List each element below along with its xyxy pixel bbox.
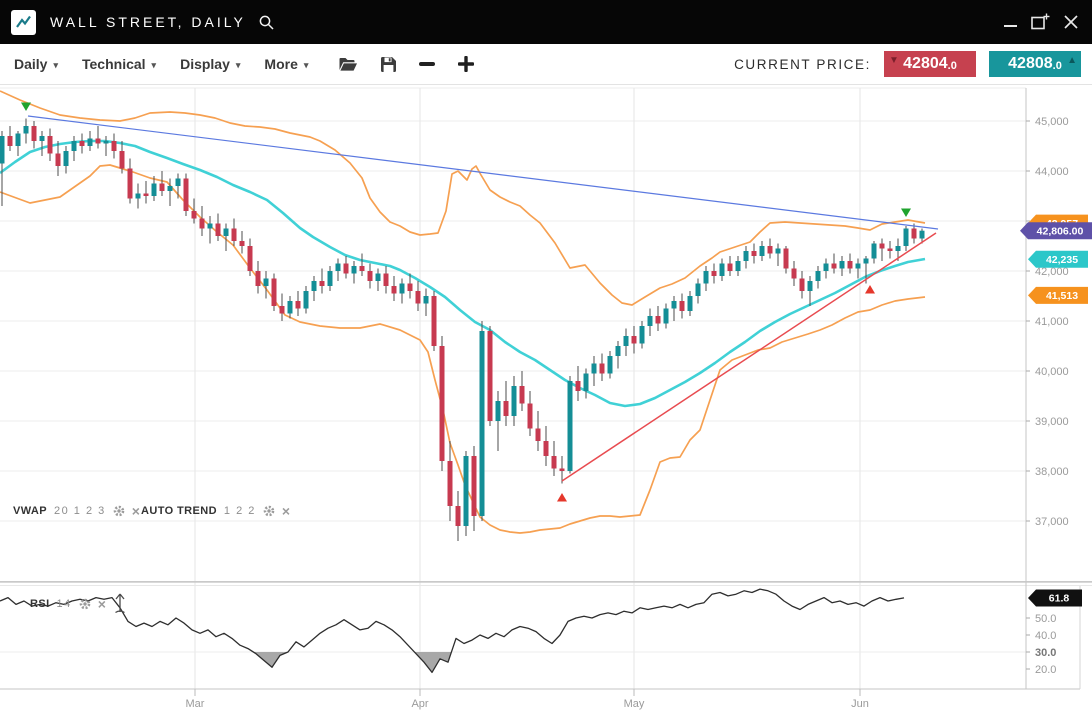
title-bar: WALL STREET, DAILY xyxy=(0,0,1092,44)
zoom-out-icon[interactable] xyxy=(419,62,436,66)
svg-text:Mar: Mar xyxy=(186,698,205,710)
resistance-trendline[interactable] xyxy=(27,115,939,230)
indicator-rsi: RSI 14 × xyxy=(30,596,106,612)
svg-text:Jun: Jun xyxy=(851,698,869,710)
chevron-down-icon: ▾ xyxy=(235,59,241,70)
time-axis[interactable]: Mar Apr May Jun xyxy=(0,586,1081,710)
menu-timeframe[interactable]: Daily ▾ xyxy=(14,56,58,72)
chart-gridlines xyxy=(0,87,1026,689)
rsi-label: RSI xyxy=(30,598,50,610)
auto-trend-params: 1 2 2 xyxy=(223,505,256,517)
svg-text:45,000: 45,000 xyxy=(1035,116,1069,128)
ask-price-decimal: .0 xyxy=(1052,60,1062,72)
svg-text:40.0: 40.0 xyxy=(1035,630,1056,642)
svg-text:30.0: 30.0 xyxy=(1035,647,1056,659)
current-price-label: CURRENT PRICE: xyxy=(734,56,871,72)
open-folder-icon[interactable] xyxy=(338,56,358,73)
vwap-label: VWAP xyxy=(13,505,47,517)
svg-text:May: May xyxy=(624,698,645,710)
svg-text:44,000: 44,000 xyxy=(1035,166,1069,178)
bid-price-badge[interactable]: ▼ 42804.0 xyxy=(884,51,976,77)
menu-more-label: More xyxy=(264,56,298,72)
menu-technical-label: Technical xyxy=(82,56,146,72)
zoom-in-icon[interactable] xyxy=(457,55,475,73)
menu-timeframe-label: Daily xyxy=(14,56,48,72)
popout-button[interactable] xyxy=(1031,13,1050,31)
rsi-params: 14 xyxy=(56,598,72,610)
candlesticks xyxy=(0,118,925,541)
gear-icon[interactable] xyxy=(113,505,125,517)
price-axis[interactable]: 45,00044,00043,00042,00041,00040,00039,0… xyxy=(1025,88,1069,689)
close-icon[interactable]: × xyxy=(131,503,140,519)
svg-text:42,235: 42,235 xyxy=(1046,254,1078,266)
save-icon[interactable] xyxy=(380,56,397,73)
chevron-down-icon: ▾ xyxy=(151,59,157,70)
rsi-oversold-fill xyxy=(0,652,904,673)
svg-text:39,000: 39,000 xyxy=(1035,416,1069,428)
svg-text:50.0: 50.0 xyxy=(1035,613,1056,625)
pane-separator[interactable] xyxy=(0,581,1092,586)
indicator-auto-trend: AUTO TREND 1 2 2 × xyxy=(141,503,291,519)
svg-text:40,000: 40,000 xyxy=(1035,366,1069,378)
minimize-button[interactable] xyxy=(1004,13,1017,31)
svg-text:42,806.00: 42,806.00 xyxy=(1037,226,1084,238)
svg-text:Apr: Apr xyxy=(411,698,428,710)
bid-price-value: 42804 xyxy=(903,55,948,72)
gear-icon[interactable] xyxy=(79,598,91,610)
ask-price-value: 42808 xyxy=(1008,55,1053,72)
close-icon[interactable]: × xyxy=(97,596,106,612)
rsi-panel xyxy=(0,588,905,674)
vwap-bands xyxy=(0,90,926,534)
indicator-vwap: VWAP 20 1 2 3 × xyxy=(13,503,140,519)
svg-text:42,000: 42,000 xyxy=(1035,266,1069,278)
svg-text:37,000: 37,000 xyxy=(1035,516,1069,528)
chevron-down-icon: ▾ xyxy=(53,59,58,70)
close-button[interactable] xyxy=(1064,13,1078,31)
chevron-down-icon: ▾ xyxy=(303,59,309,70)
menu-display-label: Display xyxy=(180,56,230,72)
close-icon[interactable]: × xyxy=(281,503,291,519)
menu-more[interactable]: More ▾ xyxy=(264,56,308,72)
app-logo-icon xyxy=(11,9,36,35)
svg-text:41,513: 41,513 xyxy=(1046,290,1078,302)
svg-text:20.0: 20.0 xyxy=(1035,664,1056,676)
window-title: WALL STREET, DAILY xyxy=(50,14,246,30)
support-trendline[interactable] xyxy=(561,232,937,482)
rsi-line xyxy=(0,588,905,674)
svg-text:61.8: 61.8 xyxy=(1049,593,1070,605)
toolbar: Daily ▾ Technical ▾ Display ▾ More ▾ xyxy=(0,44,1092,85)
svg-text:38,000: 38,000 xyxy=(1035,466,1069,478)
auto-trend-label: AUTO TREND xyxy=(141,505,217,517)
menu-technical[interactable]: Technical ▾ xyxy=(82,56,156,72)
price-down-arrow-icon: ▼ xyxy=(889,55,899,66)
gear-icon[interactable] xyxy=(263,505,275,517)
vwap-params: 20 1 2 3 xyxy=(54,505,106,517)
arrow-up-handle[interactable] xyxy=(112,587,128,620)
svg-text:41,000: 41,000 xyxy=(1035,316,1069,328)
trend-markers xyxy=(21,102,911,502)
bid-price-decimal: .0 xyxy=(947,60,957,72)
search-icon[interactable] xyxy=(258,14,275,31)
price-up-arrow-icon: ▲ xyxy=(1067,55,1077,66)
ask-price-badge[interactable]: 42808.0 ▲ xyxy=(989,51,1081,77)
menu-display[interactable]: Display ▾ xyxy=(180,56,240,72)
